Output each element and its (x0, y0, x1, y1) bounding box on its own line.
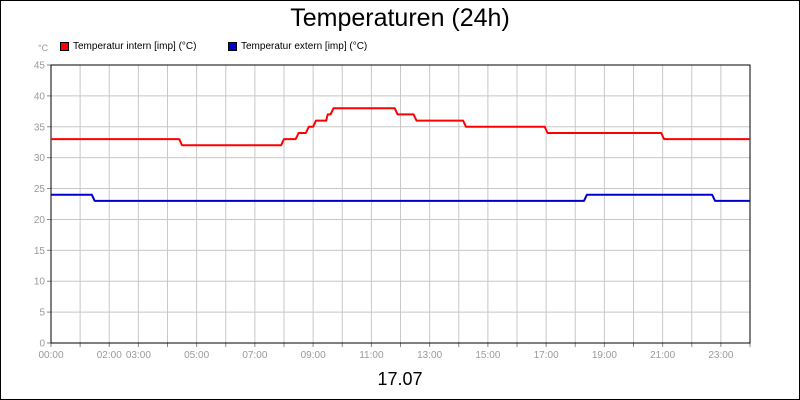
x-tick-label: 03:00 (126, 350, 151, 361)
y-tick-label: 40 (34, 91, 46, 102)
x-tick-label: 17:00 (534, 350, 559, 361)
y-tick-label: 20 (34, 215, 46, 226)
chart-title: Temperaturen (24h) (290, 4, 510, 32)
x-tick-label: 02:00 (97, 350, 122, 361)
y-tick-label: 5 (39, 308, 45, 319)
x-tick-label: 21:00 (650, 350, 675, 361)
x-tick-label: 07:00 (242, 350, 267, 361)
x-tick-label: 19:00 (592, 350, 617, 361)
legend-item-intern: Temperatur intern [imp] (°C) (60, 41, 196, 52)
legend-swatch-intern (60, 42, 69, 51)
x-tick-label: 15:00 (475, 350, 500, 361)
y-tick-label: 35 (34, 122, 46, 133)
x-tick-label: 23:00 (708, 350, 733, 361)
legend-label-intern: Temperatur intern [imp] (°C) (73, 41, 197, 52)
series-line-0 (51, 107, 750, 147)
y-tick-label: 15 (34, 246, 46, 257)
y-tick-label: 45 (34, 61, 46, 72)
y-tick-label: 10 (34, 277, 46, 288)
x-tick-label: 11:00 (359, 350, 384, 361)
legend-label-extern: Temperatur extern [imp] (°C) (241, 41, 368, 52)
x-tick-label: 00:00 (38, 350, 63, 361)
legend-swatch-extern (228, 42, 237, 51)
x-tick-label: 09:00 (301, 350, 326, 361)
y-tick-label: 30 (34, 153, 46, 164)
y-axis-unit: °C (38, 43, 49, 53)
legend-item-extern: Temperatur extern [imp] (°C) (228, 41, 367, 52)
y-tick-label: 25 (34, 184, 46, 195)
plot-border (50, 64, 751, 344)
x-tick-label: 13:00 (417, 350, 442, 361)
x-tick-label: 05:00 (184, 350, 209, 361)
x-axis-date-label: 17.07 (377, 369, 423, 389)
y-tick-label: 0 (39, 339, 45, 350)
series-line-1 (51, 193, 750, 202)
